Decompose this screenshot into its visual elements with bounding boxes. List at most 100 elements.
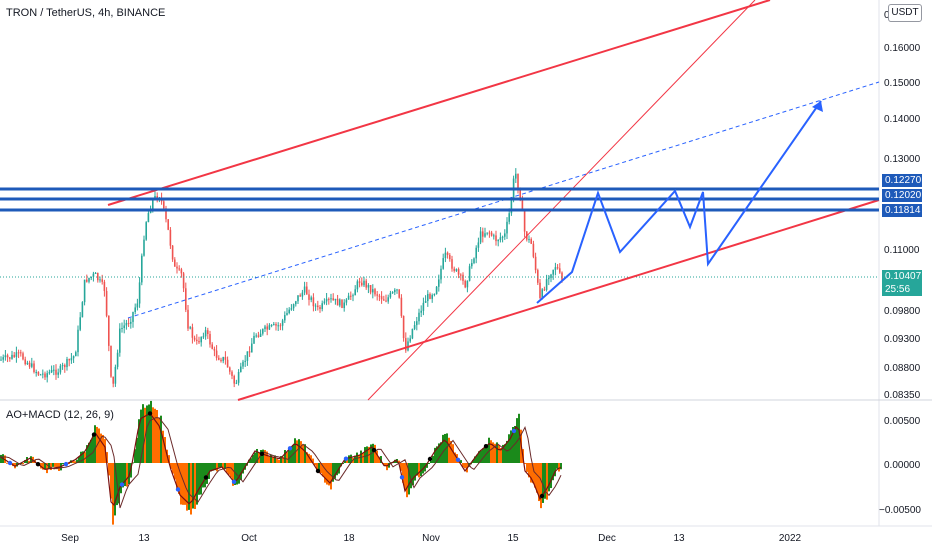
level-tag-1: 0.12270 [882, 174, 922, 187]
candle-body [449, 254, 451, 260]
candle-body [270, 324, 273, 326]
histogram-bar [366, 446, 368, 463]
candle-body [372, 289, 374, 293]
histogram-bar [542, 463, 544, 503]
candle-body [385, 300, 387, 302]
candle-body [233, 375, 235, 384]
histogram-bar [406, 463, 408, 498]
candle-body [26, 362, 29, 365]
histogram-bar [134, 449, 136, 463]
price-axis: 0 0.16000 0.15000 0.14000 0.13000 0.1100… [884, 10, 921, 401]
cross-dot [399, 475, 405, 480]
candle-body [264, 326, 266, 330]
candle-body [317, 305, 319, 308]
indicator-title[interactable]: AO+MACD (12, 26, 9) [6, 409, 114, 421]
candle-body [202, 336, 205, 338]
candle-body [37, 372, 40, 375]
histogram-bar [548, 463, 550, 492]
projection-arrowhead [812, 101, 823, 112]
price-tick: 0.08800 [884, 363, 921, 374]
histogram-bar [92, 433, 94, 463]
histogram-bar [526, 463, 528, 472]
candle-body [332, 298, 334, 301]
cross-dot [343, 456, 349, 461]
histogram-bar [344, 458, 346, 463]
candle-body [358, 281, 361, 283]
histogram-bar [158, 417, 160, 463]
histogram-bar [278, 459, 280, 463]
cross-dot [455, 457, 461, 462]
histogram-bar [198, 463, 200, 495]
histogram-bar [500, 448, 502, 463]
histogram-bar [378, 456, 380, 463]
candle-body [103, 281, 106, 292]
candle-body [521, 200, 524, 211]
histogram-bar [546, 463, 548, 500]
price-tick: 0.13000 [884, 154, 921, 165]
indicator-axis: 0.00500 0.00000 −0.00500 [879, 416, 921, 516]
symbol-title[interactable]: TRON / TetherUS, 4h, BINANCE [6, 7, 166, 19]
projection-path [536, 100, 822, 304]
histogram-bar [102, 434, 104, 463]
histogram-bar [212, 463, 214, 471]
histogram-bar [384, 463, 386, 467]
histogram-bar [154, 408, 156, 463]
candle-body [284, 315, 286, 321]
histogram-bar [280, 456, 282, 463]
histogram-bar [194, 463, 196, 510]
candle-body [554, 267, 557, 270]
time-tick: Nov [422, 533, 440, 544]
histogram-bar [162, 430, 164, 463]
histogram-bar [490, 440, 492, 463]
histogram-bar [54, 463, 56, 467]
histogram-bar [472, 460, 474, 463]
candle-body [312, 297, 315, 307]
histogram-bar [0, 454, 2, 463]
histogram-bar [464, 463, 466, 469]
histogram-bar [78, 456, 80, 463]
price-tick: 0.08350 [884, 390, 921, 401]
histogram-bar [74, 461, 76, 463]
candle-body [354, 289, 356, 296]
currency-button[interactable]: USDT [888, 4, 922, 22]
histogram-bar [56, 463, 58, 470]
candle-body [105, 291, 108, 316]
histogram-bar [188, 463, 190, 510]
histogram-bar [262, 449, 264, 463]
cross-dot [371, 447, 377, 453]
histogram-bar [444, 433, 446, 463]
candle-body [48, 372, 51, 374]
candle-body [367, 284, 370, 288]
histogram-bar [76, 459, 78, 463]
histogram-bar [524, 463, 526, 464]
cross-dot [287, 446, 293, 451]
histogram-bar [332, 463, 334, 482]
last-price-tag: 0.10407 [882, 270, 922, 283]
candle-body [295, 301, 297, 305]
candle-body [55, 369, 57, 375]
candle-body [44, 373, 46, 378]
histogram-bar [482, 448, 484, 463]
candle-body [281, 320, 284, 326]
candle-body [334, 298, 337, 301]
histogram-bar [374, 444, 376, 463]
time-tick: Sep [61, 533, 79, 544]
candle-body [253, 335, 255, 344]
candle-body [200, 337, 202, 343]
candle-body [532, 243, 535, 257]
cross-dot [231, 479, 237, 484]
channel-upper-line [107, 0, 771, 206]
histogram-bar [272, 457, 274, 463]
candle-body [220, 359, 222, 362]
candle-body [290, 308, 293, 310]
histogram-bar [6, 462, 8, 464]
candle-body [275, 323, 277, 326]
time-tick: 18 [343, 533, 355, 544]
candle-body [374, 289, 376, 295]
candle-body [301, 292, 304, 297]
time-axis: Sep 13 Oct 18 Nov 15 Dec 13 2022 [61, 533, 801, 544]
histogram-bar [142, 404, 144, 463]
candle-body [77, 329, 79, 353]
